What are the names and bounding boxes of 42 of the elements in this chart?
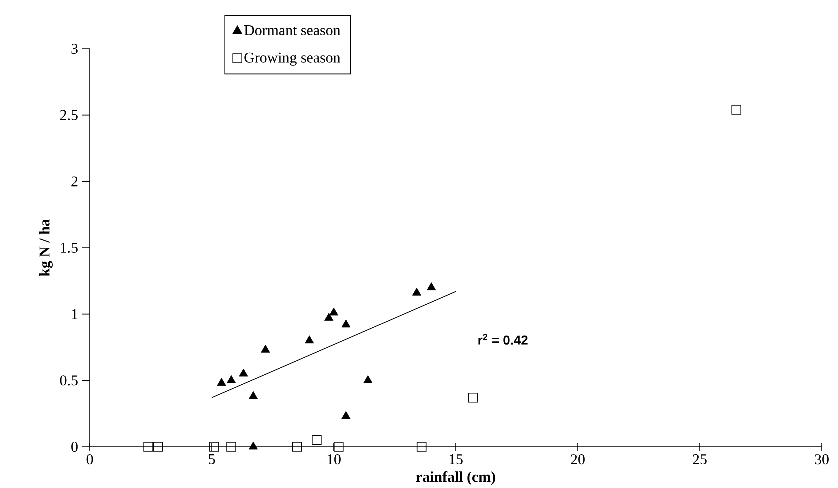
point [226,442,236,452]
legend-label: Dormant season [244,25,341,36]
x-tick-label: 5 [209,454,216,464]
x-tick-label: 15 [450,454,463,464]
point [342,411,351,419]
point [248,391,258,400]
y-axis-title: kg N / ha [39,219,53,276]
point [334,442,344,452]
point [217,378,226,386]
point [412,288,422,296]
x-tick-label: 25 [693,454,707,464]
annotation: r$^{2}$ = 0.42 [478,334,528,345]
x-axis-title: rainfall (cm) [416,471,496,485]
y-tick-label: 1.5 [61,242,78,253]
x-tick-label: 20 [571,454,585,464]
y-tick-label: 2 [72,176,78,186]
y-tick-label: 0 [72,442,78,452]
y-tick-label: 3 [72,44,78,54]
point [239,368,248,376]
point [342,320,351,328]
point [144,442,154,452]
y-tick-label: 1 [72,309,78,320]
y-tick-label: 2.5 [60,110,78,120]
y-tick-label: 0.5 [60,375,78,386]
point [312,435,322,446]
point [248,442,258,450]
point [324,312,334,321]
x-tick-label: 0 [86,454,94,464]
point [292,442,302,452]
x-tick-label: 10 [328,454,341,464]
point [427,282,436,290]
point [210,442,220,452]
point [329,308,339,316]
point [226,375,236,384]
x-tick-label: 30 [815,454,829,464]
point [305,335,314,344]
point [261,344,270,353]
point [153,442,164,452]
point [364,375,373,384]
point [468,392,478,403]
point [416,442,427,452]
legend-label: Growing season [244,52,341,66]
